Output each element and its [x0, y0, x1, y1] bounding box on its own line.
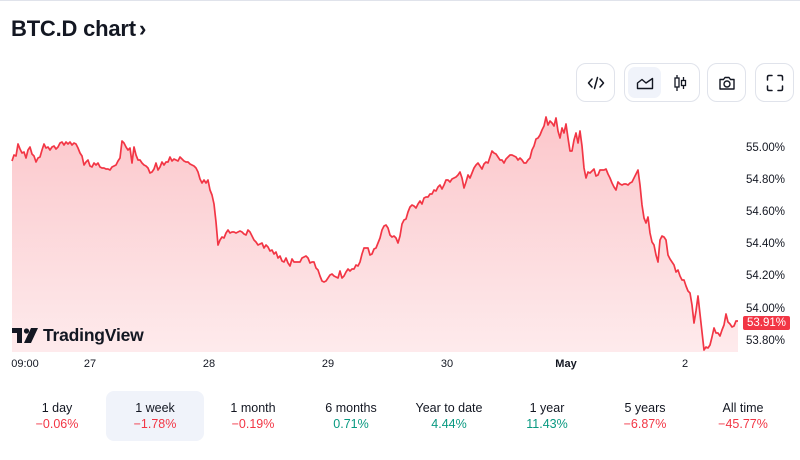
- area-chart-icon: [636, 77, 653, 89]
- y-axis-label: 54.60%: [745, 206, 785, 218]
- period-change: −0.19%: [231, 417, 275, 431]
- period-change: −1.78%: [133, 417, 177, 431]
- tradingview-logo-text: TradingView: [43, 325, 144, 345]
- period-change: 4.44%: [431, 417, 467, 431]
- period-label: 1 month: [230, 401, 276, 415]
- chart-title-link[interactable]: BTC.D chart ›: [11, 16, 146, 42]
- fullscreen-icon: [766, 74, 783, 91]
- fullscreen-button[interactable]: [755, 63, 794, 102]
- period-change: 11.43%: [526, 417, 568, 431]
- x-axis-label: 27: [83, 358, 97, 370]
- last-price-tag: 53.91%: [742, 316, 790, 330]
- chart-type-group: [624, 63, 700, 102]
- period-label: 1 day: [41, 401, 73, 415]
- x-axis-label: 2: [681, 358, 689, 370]
- period-6-months[interactable]: 6 months 0.71%: [302, 391, 400, 441]
- period-year-to-date[interactable]: Year to date 4.44%: [400, 391, 498, 441]
- period-1-month[interactable]: 1 month −0.19%: [204, 391, 302, 441]
- period-label: 6 months: [325, 401, 377, 415]
- candles-chart-button[interactable]: [663, 67, 696, 98]
- period-label: 1 year: [529, 401, 565, 415]
- y-axis-label: 53.80%: [745, 335, 785, 347]
- period-1-day[interactable]: 1 day −0.06%: [8, 391, 106, 441]
- period-label: 1 week: [135, 401, 175, 415]
- period-label: Year to date: [415, 401, 483, 415]
- period-selector: 1 day −0.06% 1 week −1.78% 1 month −0.19…: [8, 391, 792, 441]
- snapshot-button[interactable]: [707, 63, 746, 102]
- period-1-year[interactable]: 1 year 11.43%: [498, 391, 596, 441]
- camera-icon: [718, 76, 735, 90]
- period-change: −6.87%: [623, 417, 667, 431]
- line-chart-button[interactable]: [628, 67, 661, 98]
- toolbar-fullscreen: [755, 63, 794, 102]
- y-axis-label: 55.00%: [745, 142, 785, 154]
- period-change: 0.71%: [333, 417, 369, 431]
- tradingview-logo-icon: [12, 328, 38, 343]
- top-divider: [0, 0, 800, 1]
- y-axis-label: 54.00%: [745, 303, 785, 315]
- x-axis-label: May: [555, 358, 577, 370]
- y-axis-label: 54.40%: [745, 238, 785, 250]
- period-5-years[interactable]: 5 years −6.87%: [596, 391, 694, 441]
- period-change: −45.77%: [718, 417, 768, 431]
- y-axis-label: 54.80%: [745, 174, 785, 186]
- y-axis-label: 54.20%: [745, 270, 785, 282]
- chevron-right-icon: ›: [138, 16, 147, 41]
- chart-title: BTC.D chart: [11, 16, 136, 41]
- tradingview-logo[interactable]: TradingView: [12, 325, 144, 346]
- period-1-week[interactable]: 1 week −1.78%: [106, 391, 204, 441]
- period-change: −0.06%: [35, 417, 79, 431]
- period-label: 5 years: [624, 401, 666, 415]
- x-axis-label: 29: [321, 358, 335, 370]
- period-label: All time: [722, 401, 764, 415]
- x-axis-label: 09:00: [11, 358, 39, 370]
- period-all-time[interactable]: All time −45.77%: [694, 391, 792, 441]
- candlestick-icon: [673, 74, 686, 91]
- x-axis-label: 28: [202, 358, 216, 370]
- code-icon: [587, 76, 604, 89]
- x-axis-label: 30: [440, 358, 454, 370]
- toolbar-embed: [576, 63, 615, 102]
- embed-code-button[interactable]: [576, 63, 615, 102]
- price-line: [11, 116, 738, 351]
- toolbar-snapshot: [707, 63, 746, 102]
